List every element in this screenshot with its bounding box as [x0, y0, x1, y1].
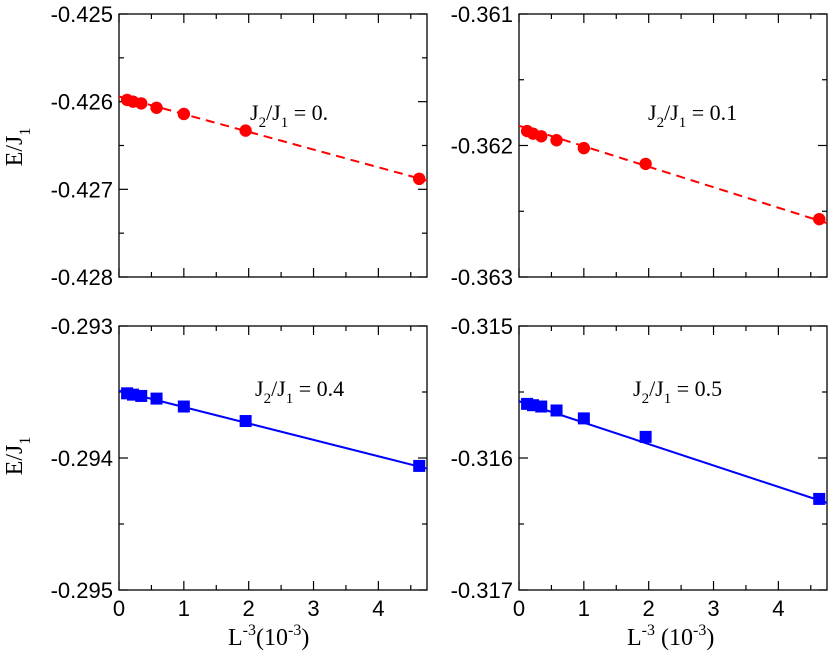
panel-annotation: J2/J1 = 0.1: [648, 100, 737, 131]
data-point: [127, 388, 140, 401]
plot-frame: [518, 13, 828, 278]
panel-top-right: -0.363 -0.362 -0.361 J2/J1 = 0.1: [451, 2, 828, 290]
y-tick-label: -0.294: [51, 446, 113, 471]
y-tick-label: -0.428: [51, 265, 113, 290]
y-tick-label: -0.425: [51, 2, 113, 27]
data-point: [413, 459, 426, 472]
data-point: [239, 415, 252, 428]
x-axis-label: L-3(10-3): [228, 622, 309, 651]
x-tick-label: 1: [578, 596, 590, 621]
data-point: [813, 492, 826, 505]
panel-bottom-right: -0.317 -0.316 -0.315 0 1 2 3 4 J2/J1 = 0.5 L-3 (1…: [451, 314, 828, 651]
data-point: [639, 157, 652, 171]
data-point: [535, 400, 548, 413]
data-point: [577, 412, 590, 425]
fit-line: [118, 389, 428, 470]
plot-frame: [518, 325, 828, 591]
x-axis-label: L-3 (10-3): [627, 622, 714, 651]
data-point: [413, 172, 426, 186]
x-tick-label: 4: [772, 596, 784, 621]
x-tick-label: 3: [307, 596, 319, 621]
y-tick-label: -0.293: [51, 314, 113, 339]
panel-annotation: J2/J1 = 0.4: [255, 376, 344, 407]
fit-line: [518, 400, 828, 504]
data-point: [177, 400, 190, 413]
data-point: [550, 134, 563, 147]
data-point: [639, 430, 652, 443]
panel-top-left: -0.428 -0.427 -0.426 -0.425 J2/J1 = 0. E/J1: [2, 2, 428, 290]
y-tick-label: -0.363: [451, 265, 513, 290]
data-point: [577, 141, 591, 155]
panel-bottom-left: -0.295 -0.294 -0.293 0 1 2 3 4 J2/J1 = 0.4 E/J1 L-…: [2, 314, 428, 651]
data-point: [535, 130, 548, 143]
panel-annotation: J2/J1 = 0.5: [633, 376, 722, 407]
panel-annotation: J2/J1 = 0.: [250, 100, 328, 131]
data-point: [150, 101, 163, 115]
data-point: [813, 212, 826, 226]
data-point: [177, 107, 191, 121]
data-point: [135, 389, 148, 402]
y-tick-label: -0.315: [451, 314, 513, 339]
x-tick-label: 4: [372, 596, 384, 621]
x-tick-label: 3: [707, 596, 719, 621]
y-tick-label: -0.317: [451, 578, 513, 603]
data-point: [150, 392, 163, 405]
data-point: [135, 97, 148, 110]
x-tick-label: 0: [113, 596, 125, 621]
y-tick-label: -0.361: [451, 2, 513, 27]
plot-frame: [118, 325, 428, 591]
x-tick-label: 0: [513, 596, 525, 621]
y-tick-label: -0.362: [451, 134, 513, 159]
y-axis-label: E/J1: [2, 437, 34, 476]
y-tick-label: -0.426: [51, 90, 113, 115]
data-point: [239, 124, 252, 137]
fit-line: [518, 124, 828, 225]
y-tick-label: -0.427: [51, 177, 113, 202]
y-tick-label: -0.295: [51, 578, 113, 603]
y-tick-label: -0.316: [451, 446, 513, 471]
plot-frame: [118, 13, 428, 278]
x-tick-label: 2: [243, 596, 255, 621]
x-tick-label: 1: [178, 596, 190, 621]
fit-line: [118, 95, 428, 182]
y-axis-label: E/J1: [2, 128, 34, 167]
x-tick-label: 2: [643, 596, 655, 621]
data-point: [550, 404, 563, 417]
